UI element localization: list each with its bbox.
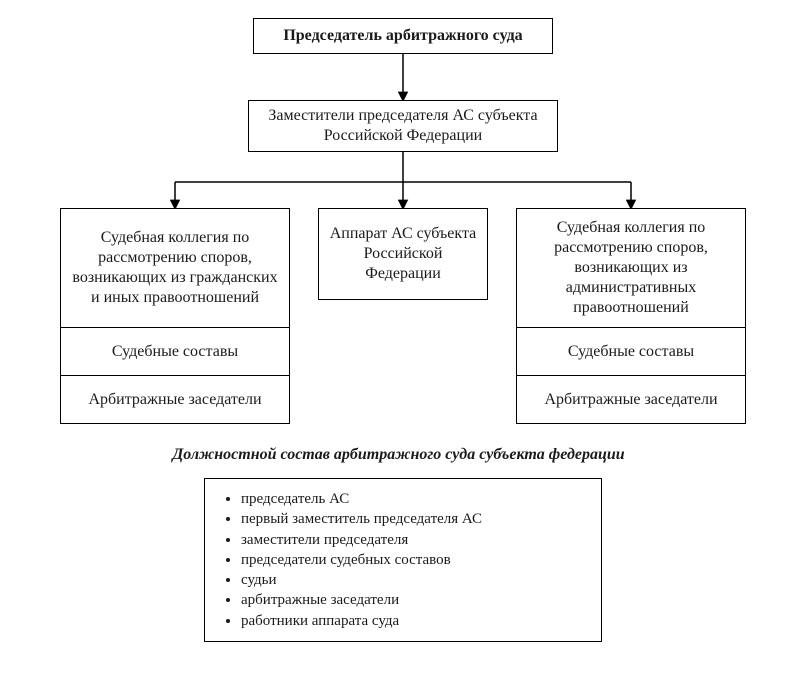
diagram-canvas: Председатель арбитражного суда Заместите…: [0, 0, 797, 697]
list-item: судьи: [241, 570, 583, 590]
cell-civil-assessors: Арбитражные заседатели: [60, 376, 290, 424]
cell-admin-compositions: Судебные составы: [516, 328, 746, 376]
personnel-list-box: председатель АС первый заместитель предс…: [204, 478, 602, 642]
node-chairman: Председатель арбитражного суда: [253, 18, 553, 54]
list-item: заместители председателя: [241, 530, 583, 550]
cell-civil-compositions: Судебные составы: [60, 328, 290, 376]
column-civil: Судебная коллегия по рассмотрению споров…: [60, 208, 290, 424]
personnel-list: председатель АС первый заместитель предс…: [223, 489, 583, 631]
cell-label: Арбитражные заседатели: [88, 390, 261, 410]
cell-admin-assessors: Арбитражные заседатели: [516, 376, 746, 424]
diagram-caption: Должностной состав арбитражного суда суб…: [0, 446, 797, 464]
column-admin: Судебная коллегия по рассмотрению споров…: [516, 208, 746, 424]
cell-label: Арбитражные заседатели: [544, 390, 717, 410]
node-label: Председатель арбитражного суда: [283, 26, 522, 46]
list-item: первый заместитель председателя АС: [241, 509, 583, 529]
cell-admin-collegium: Судебная коллегия по рассмотрению споров…: [516, 208, 746, 328]
cell-label: Судебные составы: [568, 342, 694, 362]
list-item: арбитражные заседатели: [241, 590, 583, 610]
list-item: председатели судебных составов: [241, 550, 583, 570]
node-label: Заместители председателя АС субъекта Рос…: [259, 106, 547, 146]
node-apparatus: Аппарат АС субъекта Российской Федерации: [318, 208, 488, 300]
cell-label: Судебные составы: [112, 342, 238, 362]
cell-civil-collegium: Судебная коллегия по рассмотрению споров…: [60, 208, 290, 328]
list-item: работники аппарата суда: [241, 611, 583, 631]
caption-text: Должностной состав арбитражного суда суб…: [172, 446, 624, 463]
node-deputies: Заместители председателя АС субъекта Рос…: [248, 100, 558, 152]
list-item: председатель АС: [241, 489, 583, 509]
cell-label: Судебная коллегия по рассмотрению споров…: [71, 228, 279, 308]
node-label: Аппарат АС субъекта Российской Федерации: [329, 224, 477, 284]
cell-label: Судебная коллегия по рассмотрению споров…: [527, 218, 735, 318]
